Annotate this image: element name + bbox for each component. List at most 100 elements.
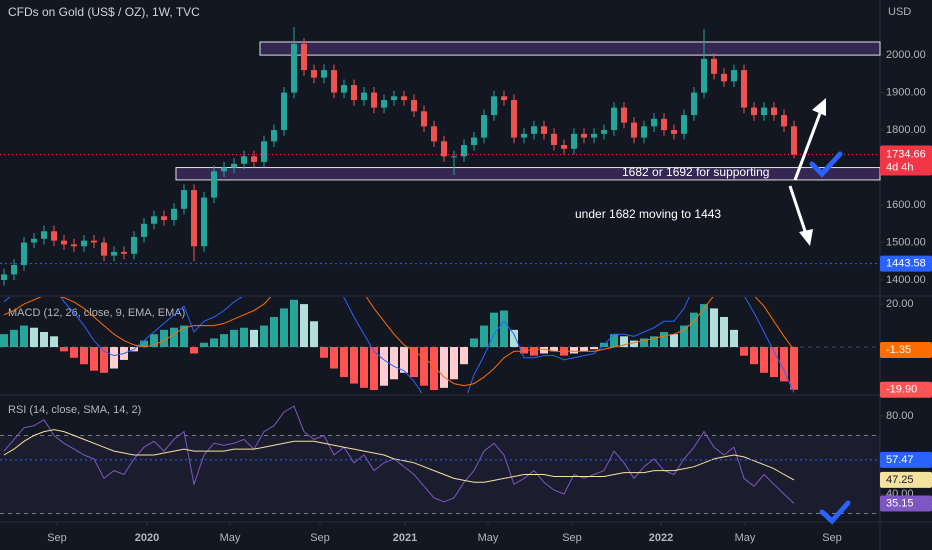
histogram-bar	[750, 347, 758, 365]
candle-body	[611, 107, 617, 131]
histogram-bar	[780, 347, 788, 382]
price-badge	[880, 255, 932, 272]
candle-body	[521, 133, 527, 138]
histogram-bar	[0, 334, 8, 348]
histogram-bar	[80, 347, 88, 365]
candle-body	[761, 107, 767, 116]
price-badge	[880, 471, 932, 488]
candle-body	[721, 73, 727, 82]
candle-body	[21, 242, 27, 266]
histogram-bar	[430, 347, 438, 390]
candle-body	[11, 265, 17, 275]
histogram-bar	[640, 338, 648, 348]
candle-body	[411, 100, 417, 112]
zone	[259, 41, 881, 56]
candle-body	[101, 242, 107, 256]
histogram-bar	[570, 347, 578, 354]
price-badge	[880, 145, 932, 176]
histogram-bar	[100, 347, 108, 373]
histogram-bar	[300, 304, 308, 348]
candle-body	[781, 115, 787, 127]
candle-body	[501, 96, 507, 101]
histogram-bar	[720, 316, 728, 348]
histogram-bar	[420, 347, 428, 386]
x-tick-label: May	[735, 532, 756, 544]
candle-body	[111, 251, 117, 256]
candle-body	[461, 145, 467, 157]
candle-body	[541, 126, 547, 134]
histogram-bar	[370, 347, 378, 390]
histogram-bar	[520, 347, 528, 354]
candle-body	[531, 126, 537, 134]
candle-body	[91, 240, 97, 243]
candle-body	[441, 141, 447, 157]
histogram-bar	[590, 347, 598, 350]
histogram-bar	[280, 308, 288, 348]
badge-label: 1443.58	[886, 258, 926, 270]
rsi-line	[3, 405, 795, 504]
candle-body	[711, 58, 717, 74]
x-tick-label: May	[478, 532, 499, 544]
candle-body	[421, 111, 427, 127]
histogram-bar	[110, 347, 118, 369]
candle-body	[181, 190, 187, 209]
y-tick-label: 1400.00	[886, 274, 926, 286]
candle-body	[361, 92, 367, 101]
candle-body	[241, 156, 247, 164]
histogram-bar	[270, 316, 278, 348]
x-tick-label: 2021	[393, 532, 417, 544]
histogram-bar	[170, 327, 178, 348]
arrow-head	[799, 229, 813, 246]
histogram-bar	[210, 338, 218, 348]
histogram-bar	[790, 347, 798, 390]
zone	[175, 167, 881, 181]
badge-label: 1734.66	[886, 148, 926, 160]
histogram-bar	[630, 340, 638, 348]
arrow-up	[793, 107, 824, 181]
candle-body	[221, 167, 227, 172]
candle-body	[681, 115, 687, 134]
badge-label: 47.25	[886, 474, 914, 486]
histogram-bar	[400, 347, 408, 373]
pane	[3, 405, 795, 504]
y-tick-label: 20.00	[886, 298, 914, 310]
histogram-bar	[50, 336, 58, 348]
candle-body	[251, 156, 257, 162]
histogram-bar	[380, 347, 388, 386]
badge-label: 4d 4h	[886, 161, 914, 173]
y-tick-label: 1500.00	[886, 236, 926, 248]
histogram-bar	[360, 347, 368, 388]
candle-body	[431, 126, 437, 142]
candle-body	[481, 115, 487, 138]
histogram-bar	[230, 329, 238, 348]
histogram-bar	[700, 304, 708, 348]
histogram-bar	[550, 347, 558, 352]
check-mark	[809, 151, 843, 178]
histogram-bar	[490, 312, 498, 348]
histogram-bar	[390, 347, 398, 380]
pane	[1, 26, 797, 286]
candle-body	[751, 107, 757, 116]
candle-body	[351, 85, 357, 101]
histogram-bar	[290, 299, 298, 348]
histogram-bar	[620, 336, 628, 348]
histogram-bar	[190, 347, 198, 354]
histogram-bar	[310, 321, 318, 348]
candle-body	[191, 190, 197, 247]
histogram-bar	[450, 347, 458, 380]
histogram-bar	[760, 347, 768, 373]
candle-body	[561, 145, 567, 149]
candle-body	[1, 274, 7, 281]
histogram-bar	[30, 327, 38, 348]
histogram-bar	[650, 336, 658, 348]
axis-unit: USD	[888, 6, 911, 18]
badge-label: -1.35	[886, 344, 911, 356]
candle-body	[371, 92, 377, 108]
candle-body	[171, 208, 177, 221]
candle-body	[51, 231, 57, 241]
histogram-bar	[20, 325, 28, 348]
x-tick-label: Sep	[310, 532, 330, 544]
y-tick-label: 1800.00	[886, 124, 926, 136]
histogram-bar	[140, 340, 148, 348]
y-tick-label: 80.00	[886, 410, 914, 422]
